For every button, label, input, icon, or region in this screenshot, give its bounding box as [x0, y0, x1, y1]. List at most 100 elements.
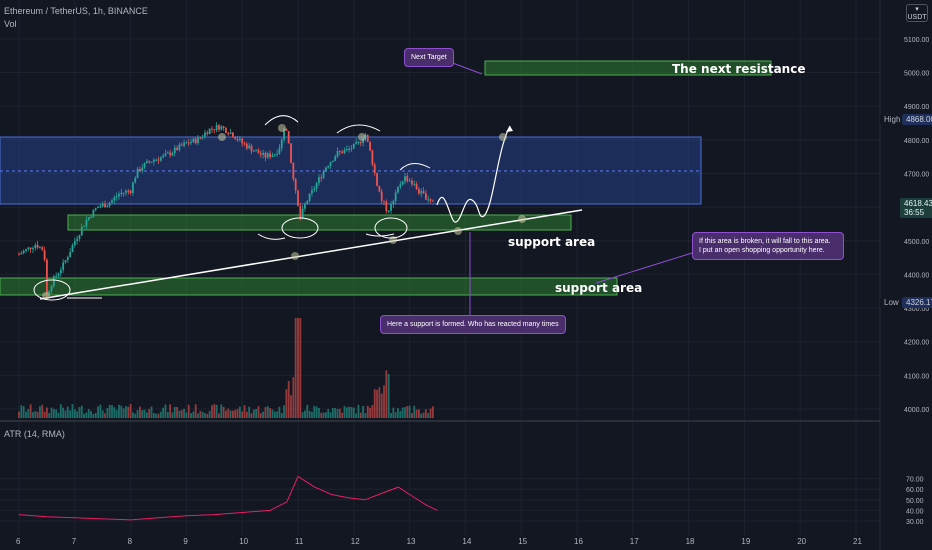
volume-bar [348, 406, 351, 418]
candle-body [299, 205, 302, 219]
volume-bar [336, 408, 339, 418]
reaction-ellipses [33, 115, 431, 301]
volume-bar [127, 406, 130, 418]
candle-body [162, 155, 165, 158]
volume-bar [39, 406, 41, 418]
volume-bar [20, 405, 23, 418]
candle-body [164, 153, 167, 156]
volume-bar [424, 409, 427, 418]
volume-bar [273, 411, 276, 418]
candle-body [262, 152, 265, 155]
candle-body [266, 153, 269, 158]
candle-body [46, 259, 48, 294]
candle-body [76, 238, 79, 242]
candle-body [59, 269, 62, 274]
candle-body [315, 183, 318, 189]
volume-bar [101, 410, 104, 418]
candles [18, 122, 434, 298]
next-target-connector [449, 61, 483, 75]
volume-bar [32, 412, 34, 418]
support-zone [67, 214, 572, 231]
candle-body [18, 254, 20, 256]
candle-body [173, 147, 176, 153]
volume-bar [252, 409, 255, 418]
atr-tick-label: 50.00 [906, 498, 924, 505]
candle-body [185, 142, 188, 144]
candle-body [152, 159, 155, 162]
volume-bar [134, 413, 137, 418]
volume-bar [92, 413, 95, 418]
time-tick-label: 7 [72, 537, 77, 546]
volume-bar [150, 406, 153, 418]
atr-tick-label: 60.00 [906, 487, 924, 494]
candle-body [304, 203, 306, 209]
volume-bar [369, 407, 371, 418]
volume-bar [338, 408, 341, 418]
candle-body [166, 152, 169, 154]
volume-bar [359, 412, 362, 418]
volume-bar [404, 407, 406, 418]
candle-body [201, 136, 204, 138]
volume-bar [264, 407, 267, 418]
volume-bar [413, 405, 416, 418]
candle-body [36, 244, 39, 248]
volume-bar [99, 404, 102, 418]
candle-body [287, 131, 290, 144]
volume-bar [345, 407, 348, 418]
next-target-note[interactable]: Next Target [404, 48, 454, 67]
volume-bar [171, 412, 174, 418]
candle-body [408, 180, 411, 182]
volume-bar [385, 370, 388, 418]
volume-bar [225, 410, 227, 418]
volume-bar [201, 411, 204, 418]
candle-body [73, 241, 76, 246]
candle-body [269, 153, 271, 157]
price-tick-label: 4500.00 [904, 239, 929, 246]
candle-body [311, 189, 313, 194]
candle-body [187, 142, 190, 144]
volume-bar [250, 413, 253, 418]
candle-body [243, 143, 246, 145]
candle-body [343, 150, 346, 154]
price-tick-label: 4300.00 [904, 306, 929, 313]
currency-badge[interactable]: ▾ USDT [906, 4, 928, 22]
candle-body [127, 190, 130, 192]
volume-bar [229, 410, 232, 418]
volume-bar [218, 413, 220, 418]
candle-body [415, 184, 418, 190]
volume-bar [301, 412, 304, 418]
volume-bar [285, 389, 288, 418]
candle-body [87, 217, 90, 220]
candle-body [338, 151, 341, 153]
candle-body [245, 143, 248, 149]
time-tick-label: 12 [351, 537, 360, 546]
volume-bar [180, 410, 183, 418]
symbol-title: Ethereum / TetherUS, 1h, BINANCE [4, 6, 148, 16]
time-tick-label: 15 [518, 537, 527, 546]
candle-body [366, 134, 369, 142]
volume-bar [27, 409, 30, 418]
time-tick-label: 16 [574, 537, 583, 546]
candle-body [134, 178, 137, 183]
broken-area-note[interactable]: If this area is broken, it will fall to … [692, 232, 844, 260]
volume-bar [431, 406, 434, 418]
candle-body [101, 204, 104, 207]
candle-body [52, 276, 55, 287]
volume-bar [383, 385, 385, 418]
volume-bar [427, 413, 430, 418]
candle-body [385, 201, 388, 212]
volume-bar [271, 409, 274, 418]
time-tick-label: 21 [853, 537, 862, 546]
candle-body [376, 173, 378, 186]
candle-body [424, 193, 427, 200]
volume-bar [211, 405, 213, 418]
candle-body [429, 199, 432, 201]
volume-bar [50, 407, 53, 418]
candle-body [197, 137, 199, 144]
candle-body [248, 145, 251, 149]
volume-bar [315, 406, 318, 418]
candle-body [199, 137, 202, 139]
candle-body [397, 186, 399, 193]
support-formed-note[interactable]: Here a support is formed. Who has reacte… [380, 315, 566, 334]
